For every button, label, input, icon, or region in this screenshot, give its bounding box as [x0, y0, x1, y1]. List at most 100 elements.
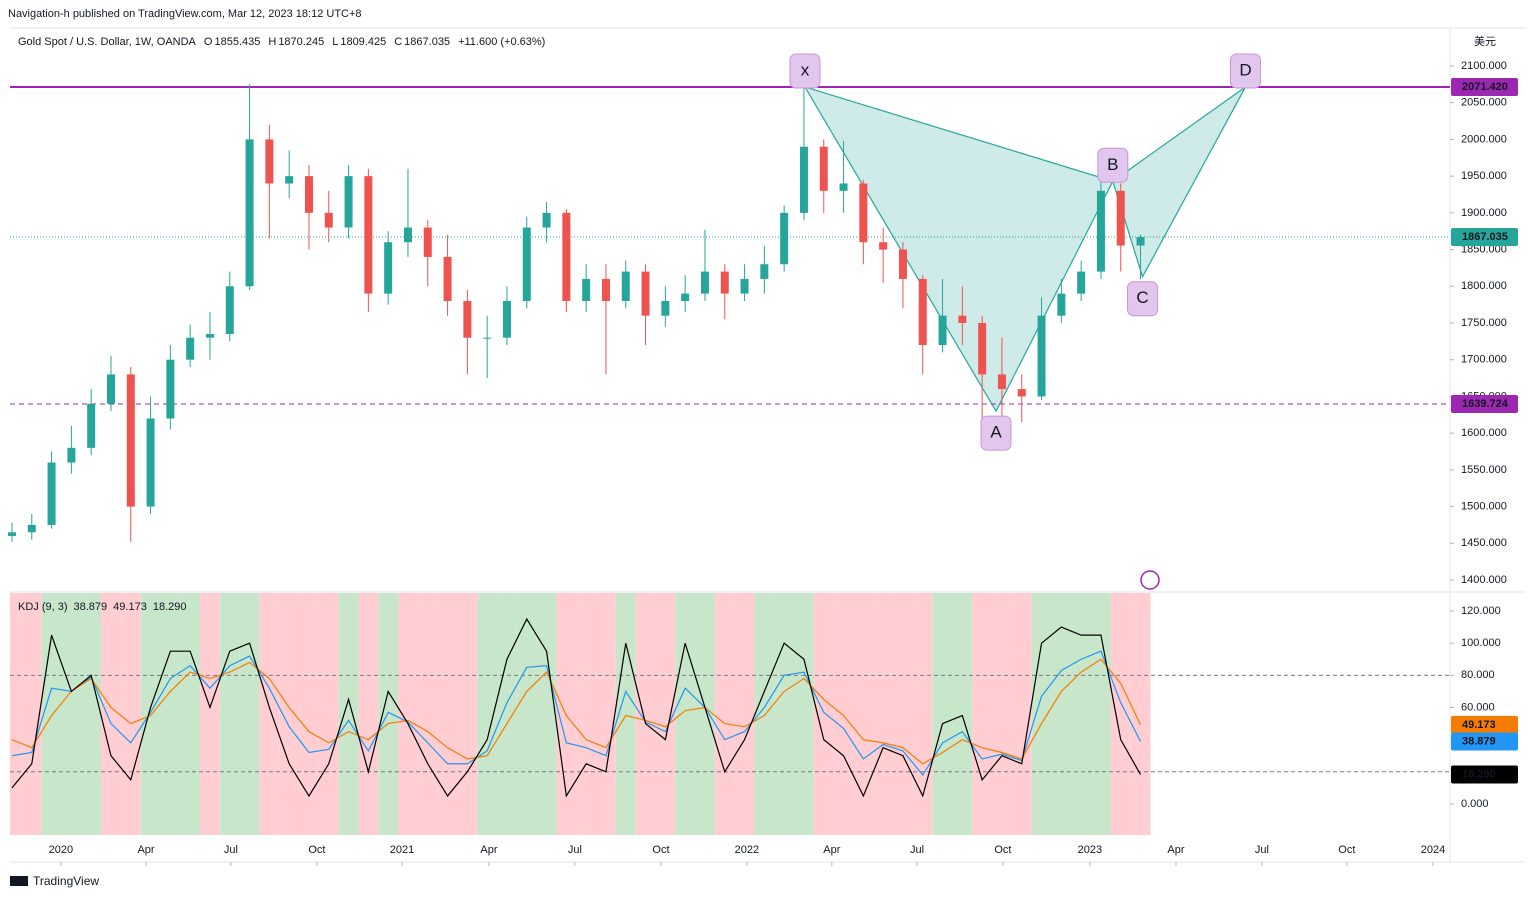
pattern-label: C: [1136, 288, 1148, 307]
pattern-label-box: [980, 415, 1012, 451]
x-tick-label: Jul: [1255, 844, 1269, 856]
footer: TradingView: [33, 874, 99, 888]
x-tick-label: 2022: [735, 844, 759, 856]
price-label: 2071.420: [1462, 81, 1508, 93]
pattern-label-box: [1097, 147, 1129, 183]
pattern-label-box: [789, 53, 821, 89]
kdj-line: [11, 650, 1142, 777]
kdj-shade: [695, 593, 715, 835]
price-label: 1867.035: [1462, 231, 1508, 243]
y-tick-label: 2000.000: [1461, 133, 1507, 145]
candle-body: [522, 227, 531, 301]
kdj-shade: [853, 593, 874, 835]
kdj-shade: [794, 593, 814, 835]
candle-body: [839, 183, 848, 191]
pattern-label-box: [1229, 53, 1261, 89]
candle-body: [681, 293, 690, 301]
kdj-shade: [1011, 593, 1032, 835]
kdj-shade: [299, 593, 319, 835]
x-tick-label: 2020: [49, 844, 73, 856]
kdj-legend: 49.173: [113, 601, 147, 613]
kdj-shade: [615, 593, 636, 835]
legend-text: 1867.035: [404, 36, 450, 48]
x-tick-label: Apr: [1167, 844, 1184, 856]
candle-body: [700, 271, 709, 294]
price-label-box: [1451, 765, 1518, 784]
candle-body: [126, 374, 135, 507]
kdj-shade: [675, 593, 696, 835]
kdj-shade: [10, 593, 22, 835]
candle-body: [641, 271, 650, 316]
kdj-shade: [417, 593, 438, 835]
candle-body: [799, 146, 808, 213]
candle-body: [245, 139, 254, 287]
price-label-box: [1451, 715, 1518, 734]
candle-body: [186, 337, 195, 360]
candle-body: [879, 242, 888, 250]
y-tick-label: 120.000: [1461, 605, 1501, 617]
kdj-shade: [1091, 593, 1111, 835]
candle-body: [265, 139, 274, 184]
candle-body: [27, 524, 36, 533]
candle-body: [661, 300, 670, 316]
candle-body: [740, 278, 749, 294]
candle-body: [958, 315, 967, 323]
kdj-shade: [972, 593, 993, 835]
price-label: 1639.724: [1462, 398, 1509, 410]
kdj-shade: [893, 593, 913, 835]
legend-text: C: [394, 36, 402, 48]
y-tick-label: 2100.000: [1461, 60, 1507, 72]
candle-body: [720, 271, 729, 294]
candle-body: [423, 227, 432, 257]
x-tick-label: Jul: [568, 844, 582, 856]
pattern-label: x: [801, 60, 810, 79]
kdj-shade: [734, 593, 755, 835]
candle-body: [7, 532, 16, 536]
candle-body: [1116, 190, 1125, 246]
candle-body: [1037, 315, 1046, 397]
kdj-shade: [279, 593, 300, 835]
y-tick-label: 1450.000: [1461, 537, 1507, 549]
kdj-shade: [1071, 593, 1092, 835]
legend-text: +11.600 (+0.63%): [458, 36, 545, 48]
kdj-shade: [873, 593, 894, 835]
candle-body: [601, 278, 610, 301]
candle-body: [384, 242, 393, 294]
y-tick-label: 2050.000: [1461, 97, 1507, 109]
kdj-shade: [932, 593, 953, 835]
y-tick-label: 1800.000: [1461, 280, 1507, 292]
candle-body: [542, 212, 551, 228]
kdj-shade: [1130, 593, 1151, 835]
x-tick-label: Apr: [137, 844, 154, 856]
kdj-shade: [239, 593, 260, 835]
x-tick-label: 2024: [1421, 844, 1445, 856]
candle-body: [403, 227, 412, 243]
y-tick-label: 1700.000: [1461, 354, 1507, 366]
candle-body: [364, 176, 373, 294]
pattern-label: B: [1107, 155, 1118, 174]
candle-body: [146, 418, 155, 507]
y-tick-label: 1750.000: [1461, 317, 1507, 329]
legend-text: Gold Spot / U.S. Dollar, 1W, OANDA: [18, 36, 197, 48]
kdj-shade: [655, 593, 676, 835]
candle-body: [304, 176, 313, 213]
price-label: 18.290: [1462, 768, 1496, 780]
price-label-box: [1451, 77, 1518, 96]
kdj-shade: [437, 593, 458, 835]
x-tick-label: Oct: [652, 844, 669, 856]
flash-icon[interactable]: [1140, 570, 1160, 590]
candle-body: [463, 300, 472, 338]
kdj-shade: [219, 593, 240, 835]
candle-body: [918, 278, 927, 346]
kdj-shade: [318, 593, 339, 835]
kdj-shade: [259, 593, 280, 835]
kdj-shade: [992, 593, 1012, 835]
kdj-legend: 18.290: [153, 601, 187, 613]
legend-text: 1809.425: [340, 36, 386, 48]
y-tick-label: 1900.000: [1461, 207, 1507, 219]
candle-body: [67, 447, 76, 463]
kdj-shade: [1031, 593, 1052, 835]
y-tick-label: 1550.000: [1461, 464, 1507, 476]
candle-body: [582, 278, 591, 301]
